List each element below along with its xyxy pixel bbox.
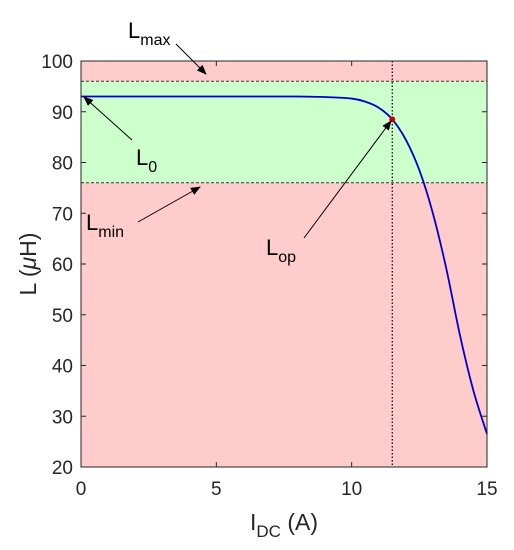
x-tick-label-2: 10 <box>341 479 362 500</box>
y-tick-label-8: 100 <box>41 52 73 73</box>
annotation-label-max: Lmax <box>128 18 170 49</box>
annotations: Lmax L0 Lmin Lop <box>83 18 392 266</box>
y-tick-label-6: 80 <box>52 154 73 175</box>
y-tick-label-1: 30 <box>52 407 73 428</box>
y-tick-label-3: 50 <box>52 306 73 327</box>
x-tick-label-0: 0 <box>76 479 87 500</box>
x-axis-label: IDC (A) <box>250 509 318 541</box>
y-axis-label: L (μH) <box>15 233 41 296</box>
x-axis-ticks: 0 5 10 15 <box>76 61 498 500</box>
y-tick-label-0: 20 <box>52 458 73 479</box>
y-tick-label-7: 90 <box>52 103 73 124</box>
series-line-0 <box>81 95 488 435</box>
y-tick-label-2: 40 <box>52 357 73 378</box>
y-tick-label-4: 60 <box>52 255 73 276</box>
annotation-arrow-0 <box>83 96 133 141</box>
annotation-label-0: L0 <box>136 145 157 176</box>
band-2 <box>81 61 487 82</box>
annotation-label-op: Lop <box>266 235 296 266</box>
annotation-arrow-op <box>303 120 392 239</box>
reference-lines <box>81 61 487 467</box>
band-1 <box>81 81 487 183</box>
annotation-arrow-max <box>175 43 207 75</box>
y-tick-label-5: 70 <box>52 204 73 225</box>
annotation-label-min: Lmin <box>86 210 124 241</box>
band-0 <box>81 182 487 468</box>
limit-bands <box>81 61 487 468</box>
x-tick-label-3: 15 <box>476 479 497 500</box>
y-axis-ticks: 20 30 40 50 60 70 80 90 100 <box>41 52 487 479</box>
x-tick-label-1: 5 <box>211 479 222 500</box>
annotation-arrow-min <box>137 186 201 223</box>
